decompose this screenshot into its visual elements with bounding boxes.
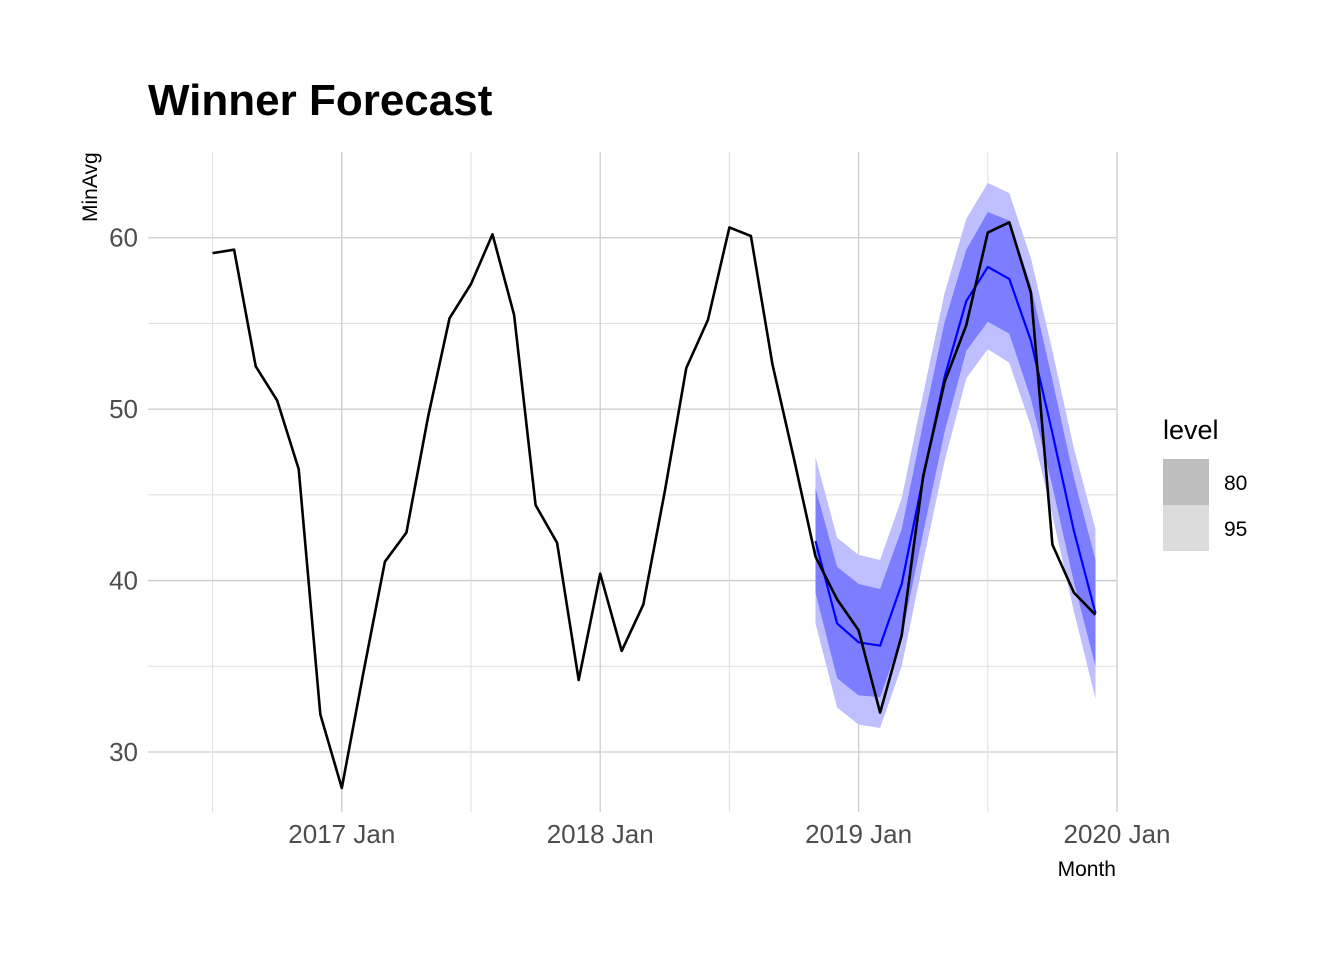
band-80: [815, 212, 1096, 698]
x-tick-label: 2017 Jan: [288, 819, 395, 849]
legend-label-95: 95: [1224, 518, 1247, 541]
y-axis-title: MinAvg: [79, 152, 102, 222]
x-tick-label: 2020 Jan: [1064, 819, 1171, 849]
legend-label-80: 80: [1224, 472, 1247, 495]
grid: [148, 152, 1118, 812]
legend-key-95: [1163, 505, 1209, 551]
x-tick-label: 2018 Jan: [547, 819, 654, 849]
series-lines: [212, 221, 1097, 790]
legend: level 80 95: [1163, 415, 1247, 551]
x-axis-title: Month: [1058, 858, 1116, 881]
legend-key-80: [1163, 459, 1209, 505]
y-tick-label: 30: [109, 737, 138, 767]
y-tick-label: 50: [109, 394, 138, 424]
x-axis-ticks: 2017 Jan 2018 Jan 2019 Jan 2020 Jan: [288, 819, 1170, 849]
y-tick-label: 60: [109, 223, 138, 253]
y-tick-label: 40: [109, 566, 138, 596]
legend-title: level: [1163, 415, 1219, 445]
x-tick-label: 2019 Jan: [805, 819, 912, 849]
forecast-bands: [815, 182, 1096, 728]
chart-title: Winner Forecast: [148, 76, 493, 125]
history-line: [212, 221, 1097, 790]
y-axis-ticks: 30 40 50 60: [109, 223, 138, 767]
